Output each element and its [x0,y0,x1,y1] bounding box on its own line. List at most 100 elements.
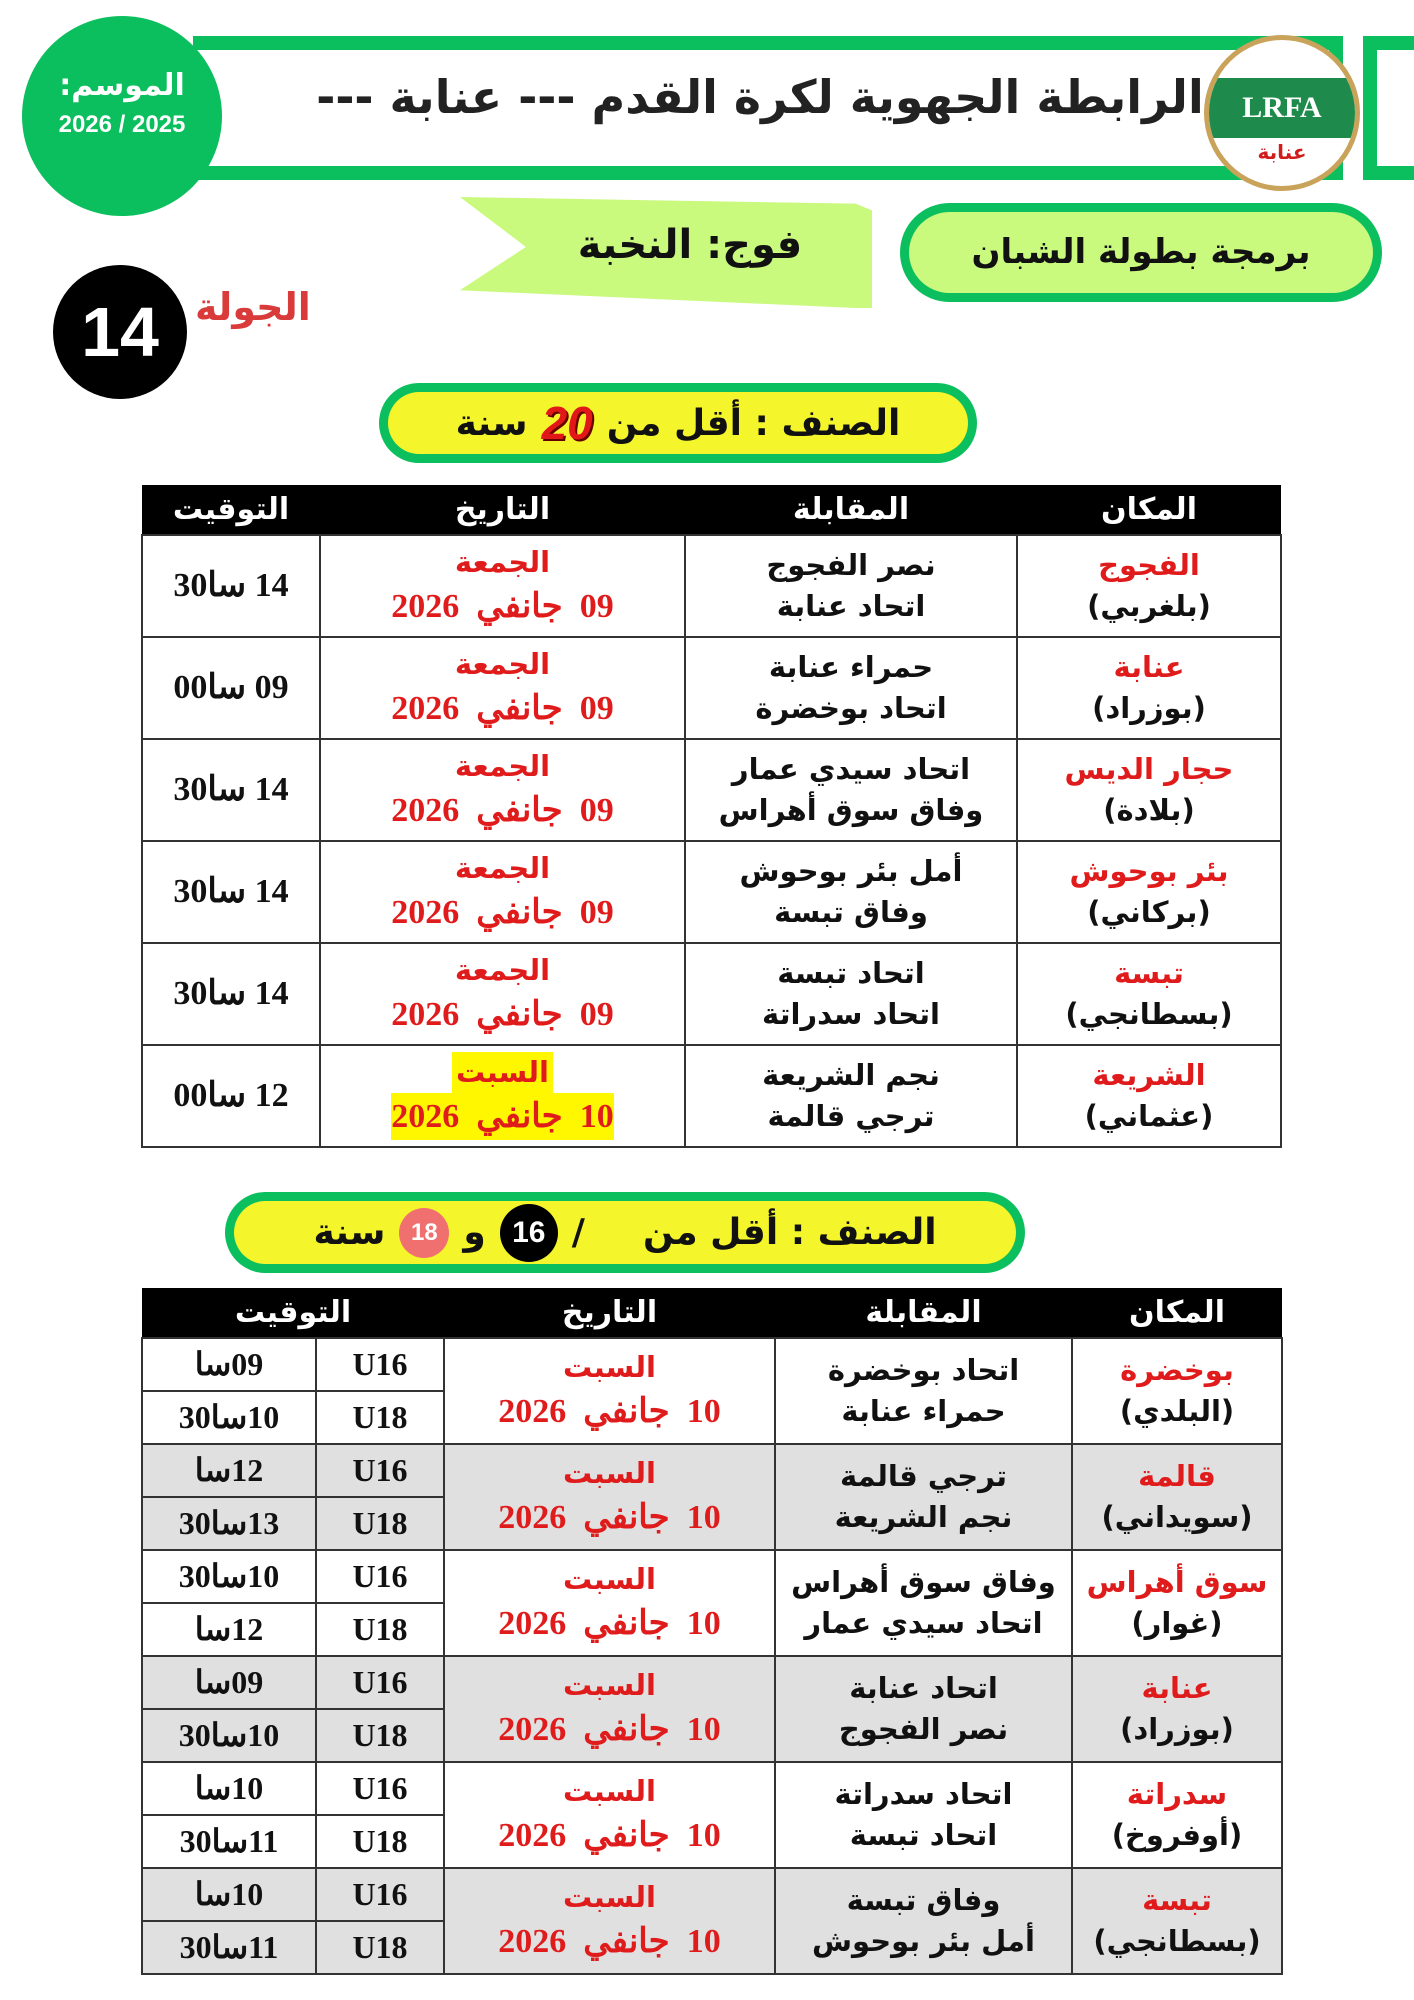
venue: سوق أهراس [1086,1565,1268,1600]
table-row: قالمة (سويداني) ترجي قالمة نجم الشريعة الس… [141,1443,1283,1551]
date-cell: الجمعة 09 جانفي 2026 [319,942,686,1046]
category-u18: U18 [315,1496,445,1551]
venue-cell: الشريعة (عثماني) [1016,1044,1282,1148]
column-header: التاريخ [320,485,685,535]
venue-cell: عنابة (بوزراد) [1016,636,1282,740]
category-u16: U16 [315,1443,445,1498]
venue-cell: سوق أهراس (غوار) [1071,1549,1283,1657]
table-subrow: U18 12سا [141,1602,1282,1657]
column-header: المكان [1017,485,1281,535]
table-subrow: U18 11سا30 [141,1814,1282,1869]
category-u18: U18 [315,1390,445,1445]
home-team: وفاق تبسة [846,1883,1001,1918]
venue-cell: سدراتة (أوفروخ) [1071,1761,1283,1869]
schedule-table-u16-u18: المكان المقابلة التاريخ التوقيت بوخضرة (البلد… [141,1288,1283,1975]
league-logo: LRFA عنابة [1204,35,1360,191]
date: 10 جانفي 2026 [498,1498,721,1536]
program-pill: برمجة بطولة الشبان [900,203,1382,302]
day: الجمعة [454,952,551,987]
time-u16: 10سا30 [141,1549,317,1604]
table-row: حجار الديس (بلادة) اتحاد سيدي عمار وفاق سو… [141,738,1282,842]
match-cell: وفاق تبسة أمل بئر بوحوش [774,1867,1073,1975]
time-u18: 11سا30 [141,1920,317,1975]
away-team: وفاق سوق أهراس [718,793,984,827]
category-u16: U16 [315,1867,445,1922]
stadium: (بلادة) [1103,793,1195,827]
home-team: اتحاد بوخضرة [827,1353,1020,1388]
away-team: اتحاد تبسة [849,1818,998,1852]
date-cell: السبت 10 جانفي 2026 [443,1443,776,1551]
time-u16: 10سا [141,1867,317,1922]
category-u20-pill: الصنف : أقل من 20 سنة [379,383,977,463]
category-age-16: 16 [499,1203,558,1262]
away-team: حمراء عنابة [841,1394,1006,1428]
column-header: التوقيت [142,485,320,535]
page-title: الرابطة الجهوية لكرة القدم --- عنابة --- [316,70,1204,124]
column-header: المكان [1072,1288,1282,1338]
venue: بئر بوحوش [1069,854,1229,889]
category-and: و [463,1212,486,1253]
match-cell: نجم الشريعة ترجي قالمة [684,1044,1018,1148]
category-u18: U18 [315,1708,445,1763]
time-cell: 14 سا30 [141,840,321,944]
table-row: تبسة (بسطانجي) وفاق تبسة أمل بئر بوحوش الس… [141,1867,1283,1975]
category-u18: U18 [315,1920,445,1975]
match-cell: حمراء عنابة اتحاد بوخضرة [684,636,1018,740]
column-header: التاريخ [444,1288,775,1338]
day: الجمعة [454,850,551,885]
away-team: اتحاد عنابة [776,589,926,623]
day: الجمعة [454,544,551,579]
category-suffix: سنة [313,1212,386,1253]
table-row: عنابة (بوزراد) حمراء عنابة اتحاد بوخضرة ال… [141,636,1282,740]
venue-cell: بوخضرة (البلدي) [1071,1337,1283,1445]
venue-cell: تبسة (بسطانجي) [1071,1867,1283,1975]
time-cell: 09 سا00 [141,636,321,740]
date-cell: الجمعة 09 جانفي 2026 [319,636,686,740]
program-label: برمجة بطولة الشبان [909,212,1373,293]
time-u16: 09سا [141,1655,317,1710]
day: السبت [563,1879,656,1914]
table-row: الفجوج (بلغربي) نصر الفجوج اتحاد عنابة الج… [141,534,1282,638]
home-team: اتحاد سيدي عمار [731,752,971,787]
day: الجمعة [454,748,551,783]
category-u18: U18 [315,1814,445,1869]
time-u18: 13سا30 [141,1496,317,1551]
logo-city: عنابة [1257,140,1307,164]
category-u16: U16 [315,1337,445,1392]
away-team: نصر الفجوج [838,1712,1009,1746]
time-u18: 12سا [141,1602,317,1657]
venue: تبسة [1142,1883,1212,1918]
away-team: نجم الشريعة [834,1500,1013,1534]
venue: بوخضرة [1120,1353,1234,1388]
venue: تبسة [1114,956,1184,991]
time-u18: 10سا30 [141,1390,317,1445]
venue: عنابة [1141,1671,1213,1706]
stadium: (سويداني) [1101,1500,1253,1534]
category-prefix: الصنف : أقل من [606,402,901,444]
time-cell: 14 سا30 [141,534,321,638]
date-cell: السبت 10 جانفي 2026 [443,1655,776,1763]
date: 09 جانفي 2026 [391,995,614,1033]
round-number: 14 [53,265,187,399]
home-team: نصر الفجوج [766,548,936,583]
table-subrow: U18 11سا30 [141,1920,1282,1975]
column-header: المقابلة [775,1288,1072,1338]
away-team: اتحاد بوخضرة [755,691,947,725]
stadium: (غوار) [1131,1606,1223,1640]
column-header: التوقيت [142,1288,444,1338]
category-u16: U16 [315,1655,445,1710]
column-header: المقابلة [685,485,1017,535]
day: السبت [563,1773,656,1808]
date-cell: السبت 10 جانفي 2026 [319,1044,686,1148]
category-age: 20 [541,397,593,449]
away-team: اتحاد سدراتة [762,997,940,1031]
stadium: (بسطانجي) [1093,1924,1261,1958]
date: 10 جانفي 2026 [498,1816,721,1854]
logo-text: LRFA [1209,78,1355,138]
stadium: (بوزراد) [1092,691,1206,725]
time-cell: 14 سا30 [141,942,321,1046]
venue-cell: عنابة (بوزراد) [1071,1655,1283,1763]
group-banner [460,197,872,308]
time-u18: 10سا30 [141,1708,317,1763]
table-subrow: U18 10سا30 [141,1708,1282,1763]
